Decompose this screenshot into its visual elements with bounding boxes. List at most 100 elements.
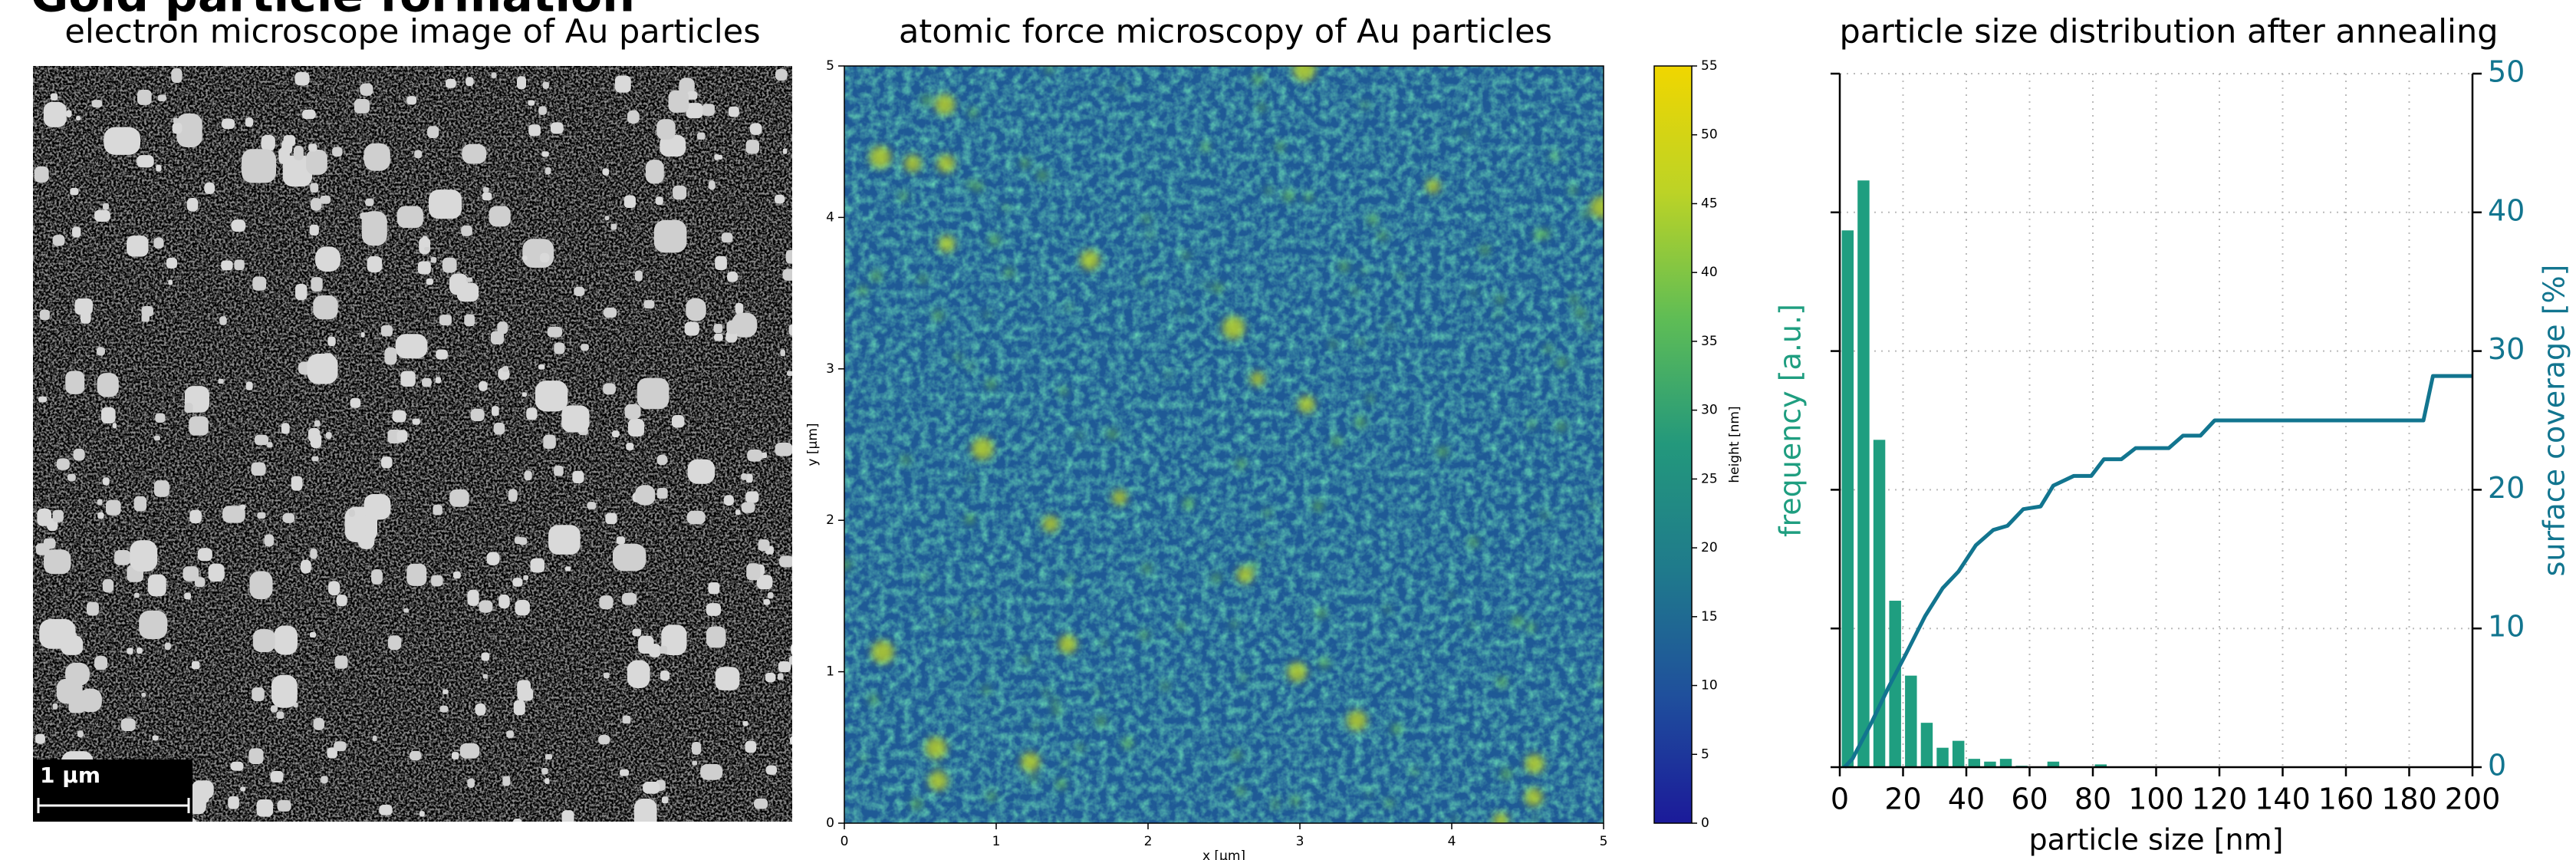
afm-particle xyxy=(1527,623,1536,632)
sem-particle xyxy=(715,255,727,271)
sem-particle xyxy=(436,349,448,360)
sem-particle xyxy=(77,730,84,738)
sem-particle xyxy=(38,396,48,403)
afm-particle xyxy=(1347,710,1367,731)
sem-particle xyxy=(310,433,322,449)
afm-particle xyxy=(1142,215,1151,223)
afm-particle xyxy=(1272,803,1278,810)
sem-particle xyxy=(86,601,99,616)
sem-particle xyxy=(637,377,669,410)
sem-particle xyxy=(761,452,768,459)
sem-particle xyxy=(604,216,610,221)
sem-particle xyxy=(686,510,706,525)
afm-particle xyxy=(925,736,947,759)
afm-particle xyxy=(1236,566,1254,584)
afm-particle xyxy=(1112,489,1127,506)
sem-particle xyxy=(112,423,117,429)
sem-particle xyxy=(605,512,617,525)
sem-particle xyxy=(548,525,581,555)
sem-particle xyxy=(627,660,650,688)
afm-particle xyxy=(1367,214,1378,225)
sem-particle xyxy=(467,589,479,606)
x-axis-label: particle size [nm] xyxy=(2029,823,2284,857)
sem-particle xyxy=(271,674,298,708)
afm-particle xyxy=(1528,420,1535,428)
afm-particle xyxy=(989,235,1000,246)
afm-particle xyxy=(1076,743,1084,752)
sem-particle xyxy=(767,591,774,599)
sem-particle xyxy=(396,430,408,443)
sem-particle xyxy=(372,735,377,742)
sem-particle xyxy=(692,760,698,766)
afm-particle xyxy=(1201,142,1210,152)
afm-particle xyxy=(1569,295,1578,304)
sem-particle xyxy=(65,371,85,394)
sem-particle xyxy=(380,325,393,337)
sem-particle xyxy=(643,300,655,309)
sem-particle xyxy=(791,182,792,191)
afm-particle xyxy=(1331,436,1342,446)
sem-particle xyxy=(656,119,676,140)
sem-particle xyxy=(612,543,646,572)
sem-particle xyxy=(524,470,532,481)
sem-particle xyxy=(530,558,545,573)
sem-particle xyxy=(218,378,224,384)
y2-tick-label: 30 xyxy=(2488,332,2525,366)
bar xyxy=(1841,230,1854,768)
afm-particle xyxy=(1556,422,1566,432)
sem-particle xyxy=(475,703,486,716)
afm-particle xyxy=(911,799,922,809)
sem-particle xyxy=(80,311,91,324)
x-tick-label: 20 xyxy=(1884,783,1921,816)
sem-particle xyxy=(574,286,585,296)
sem-particle xyxy=(621,592,637,605)
afm-particle xyxy=(1544,344,1552,353)
afm-particle xyxy=(1541,512,1548,519)
sem-particle xyxy=(513,700,525,716)
sem-particle xyxy=(614,75,631,93)
sem-particle xyxy=(786,371,792,377)
sem-particle xyxy=(624,404,641,420)
sem-particle xyxy=(56,678,83,704)
sem-particle xyxy=(176,113,202,147)
sem-particle xyxy=(424,246,430,251)
sem-particle xyxy=(541,767,548,775)
sem-particle xyxy=(231,219,246,232)
sem-particle xyxy=(539,252,550,263)
sem-particle xyxy=(219,316,227,325)
afm-particle xyxy=(1512,615,1523,627)
afm-particle xyxy=(1273,798,1279,805)
sem-particle xyxy=(749,123,762,135)
sem-particle xyxy=(153,480,169,497)
sem-particle xyxy=(735,509,741,516)
sem-particle xyxy=(270,770,284,783)
sem-particle xyxy=(464,314,475,327)
afm-particle xyxy=(1291,796,1300,806)
afm-particle xyxy=(1066,576,1073,583)
afm-particle xyxy=(1118,85,1124,91)
sem-particle xyxy=(706,603,722,616)
afm-particle xyxy=(1391,723,1402,734)
sem-particle xyxy=(380,456,393,469)
figure-title: Gold particle formation xyxy=(31,0,635,23)
sem-particle xyxy=(141,314,150,322)
afm-particle xyxy=(1384,606,1390,613)
afm-particle xyxy=(1437,446,1448,457)
bar xyxy=(1920,723,1933,767)
x-tick-label: 2 xyxy=(1144,834,1153,849)
sem-particle xyxy=(310,549,317,559)
sem-particle xyxy=(789,736,792,745)
x-tick-label: 1 xyxy=(992,834,1001,849)
sem-particle xyxy=(293,146,304,160)
afm-particle xyxy=(1066,304,1072,310)
afm-particle xyxy=(1002,204,1009,211)
sem-particle xyxy=(544,754,553,760)
sem-particle xyxy=(133,592,140,598)
sem-particle xyxy=(61,635,84,655)
sem-particle xyxy=(482,187,489,193)
sem-particle xyxy=(687,91,698,100)
sem-particle xyxy=(387,635,402,651)
sem-particle xyxy=(550,122,564,134)
sem-particle xyxy=(521,392,528,397)
sem-particle xyxy=(714,154,719,160)
